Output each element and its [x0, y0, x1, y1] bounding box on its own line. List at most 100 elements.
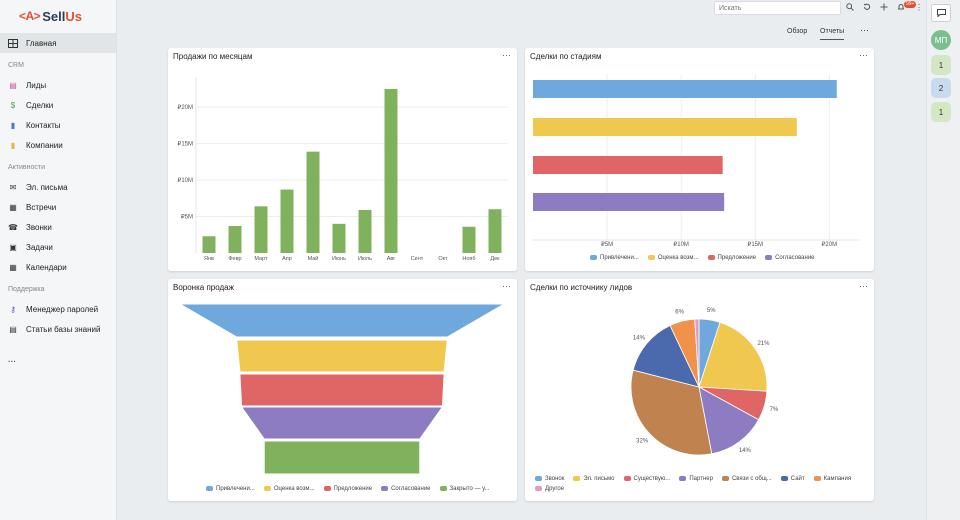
x-tick-label: ₽20M: [822, 241, 838, 248]
sidebar-item-phone[interactable]: ☎ Звонки: [0, 217, 116, 237]
sidebar-item-lead[interactable]: ▤ Лиды: [0, 75, 116, 95]
card-menu-button[interactable]: ···: [502, 281, 511, 291]
sales-bar-chart: ₽5M ₽10M ₽15M ₽20M Янв Февр Март Апр Май Июнь Июль…: [178, 78, 508, 262]
legend-item[interactable]: Кампания: [813, 476, 852, 483]
legend-swatch: [381, 486, 389, 491]
sidebar-item-key[interactable]: ⚷ Менеджер паролей: [0, 299, 116, 319]
legend-label: Привлечени...: [600, 255, 639, 262]
sidebar-item-company[interactable]: ▮ Компании: [0, 135, 116, 155]
right-item-1[interactable]: 1: [931, 55, 951, 75]
legend-item[interactable]: Сайт: [780, 476, 805, 482]
legend-swatch: [590, 255, 597, 260]
pie-label: 32%: [636, 438, 649, 444]
bell-icon[interactable]: [897, 3, 905, 13]
sales-by-month-card: Продажи по месяцам ··· ₽5M ₽10M ₽15M ₽20M Ян…: [168, 48, 517, 271]
legend-swatch: [707, 255, 715, 260]
sidebar-item-home[interactable]: Главная: [0, 33, 116, 53]
stages-bar-chart: ₽5M ₽10M ₽15M ₽20M: [533, 74, 859, 248]
sidebar-item-contact[interactable]: ▮ Контакты: [0, 115, 116, 135]
legend-item[interactable]: Партнер: [679, 476, 713, 482]
legend-item[interactable]: Привлечени...: [206, 486, 255, 492]
mail-icon: ✉: [9, 182, 17, 192]
legend-item[interactable]: Связи с общ...: [721, 476, 772, 482]
app-logo[interactable]: <A> Sell Us: [0, 0, 116, 32]
contact-icon: ▮: [10, 120, 16, 130]
card-menu-button[interactable]: ···: [502, 50, 511, 60]
tab-overview[interactable]: Обзор: [787, 28, 808, 35]
legend-item[interactable]: Другое: [535, 486, 564, 492]
legend-item[interactable]: Звонок: [535, 476, 564, 482]
x-tick-label: Окт: [438, 256, 448, 262]
dollar-icon: $: [10, 100, 16, 110]
legend-item[interactable]: Существую...: [623, 476, 670, 482]
sidebar-item-mail[interactable]: ✉ Эл. письма: [0, 177, 116, 197]
bar: [254, 206, 268, 253]
x-tick-label: Март: [254, 256, 268, 262]
legend-swatch: [721, 476, 729, 481]
legend-label: Предложение: [717, 255, 757, 262]
right-item-2[interactable]: 2: [931, 78, 951, 98]
pie-label: 14%: [739, 448, 752, 454]
legend-item[interactable]: Оценка возм...: [647, 255, 699, 261]
legend-swatch: [623, 476, 631, 481]
bar: [462, 226, 476, 253]
sidebar-item-meeting[interactable]: ▦ Встречи: [0, 197, 116, 217]
bar: [280, 189, 294, 253]
legend-swatch: [573, 476, 581, 481]
bar: [533, 118, 797, 136]
legend-item[interactable]: Предложение: [323, 486, 372, 492]
y-tick-label: ₽20M: [178, 104, 194, 111]
card-menu-button[interactable]: ···: [859, 281, 868, 291]
user-avatar[interactable]: МП: [931, 30, 951, 50]
sidebar-group-label: Активности: [8, 163, 46, 171]
legend-item[interactable]: Закрыто — у...: [439, 486, 490, 492]
legend-item[interactable]: Согласование: [381, 486, 431, 492]
legend-label: Кампания: [823, 476, 852, 483]
sidebar-item-label: Контакты: [26, 120, 61, 130]
pie-slice: [698, 321, 768, 392]
logo-mark: <A>: [19, 9, 41, 23]
legend-swatch: [206, 486, 213, 491]
plus-icon[interactable]: [880, 3, 888, 13]
sidebar: <A> Sell Us Главная CRM ▤ Лиды $ Сделки ▮ Конта…: [0, 0, 117, 520]
chart-legend: Привлечени... Оценка возм... Предложение Со…: [590, 255, 815, 261]
kebab-menu-icon[interactable]: ⋮: [915, 3, 923, 12]
search-icon[interactable]: [846, 3, 854, 13]
legend-item[interactable]: Оценка возм...: [263, 486, 315, 492]
legend-label: Привлечени...: [216, 486, 255, 493]
pie-label: 14%: [633, 335, 646, 341]
legend-item[interactable]: Эл. письмо: [573, 476, 615, 482]
tab-reports[interactable]: Отчеты: [820, 28, 845, 40]
sidebar-item-label: Главная: [26, 38, 57, 48]
chart-legend: Звонок Эл. письмо Существую... Партнер Связи…: [535, 476, 855, 492]
chat-button[interactable]: [931, 4, 951, 22]
bar: [202, 236, 216, 253]
legend-item[interactable]: Согласование: [765, 255, 815, 261]
sidebar-item-dollar[interactable]: $ Сделки: [0, 95, 116, 115]
article-icon: ▤: [9, 324, 17, 334]
legend-item[interactable]: Предложение: [707, 255, 757, 262]
search-input[interactable]: [714, 1, 841, 15]
sidebar-item-calendar[interactable]: ▦ Календари: [0, 257, 116, 277]
pie-label: 6%: [675, 309, 684, 315]
y-tick-label: ₽10M: [178, 177, 194, 184]
history-icon[interactable]: [863, 3, 871, 13]
sidebar-more-button[interactable]: ···: [0, 351, 116, 371]
right-item-3[interactable]: 1: [931, 102, 951, 122]
sidebar-item-article[interactable]: ▤ Статьи базы знаний: [0, 319, 116, 339]
sidebar-item-label: Звонки: [26, 222, 52, 232]
tabs-more-button[interactable]: ···: [860, 25, 869, 35]
y-tick-label: ₽15M: [178, 141, 194, 148]
meeting-icon: ▦: [9, 202, 17, 212]
sales-funnel-card: Воронка продаж ··· Привлечени... Оценка в…: [168, 279, 517, 501]
logo-text-sell: Sell: [42, 8, 66, 24]
legend-item[interactable]: Привлечени...: [590, 255, 639, 261]
funnel-segment: [178, 303, 506, 338]
bar: [533, 156, 723, 174]
bar: [358, 209, 372, 253]
card-title: Сделки по стадиям: [530, 52, 602, 61]
sidebar-group-label: CRM: [8, 61, 24, 69]
card-menu-button[interactable]: ···: [859, 50, 868, 60]
legend-swatch: [813, 476, 821, 481]
sidebar-item-task[interactable]: ▣ Задачи: [0, 237, 116, 257]
